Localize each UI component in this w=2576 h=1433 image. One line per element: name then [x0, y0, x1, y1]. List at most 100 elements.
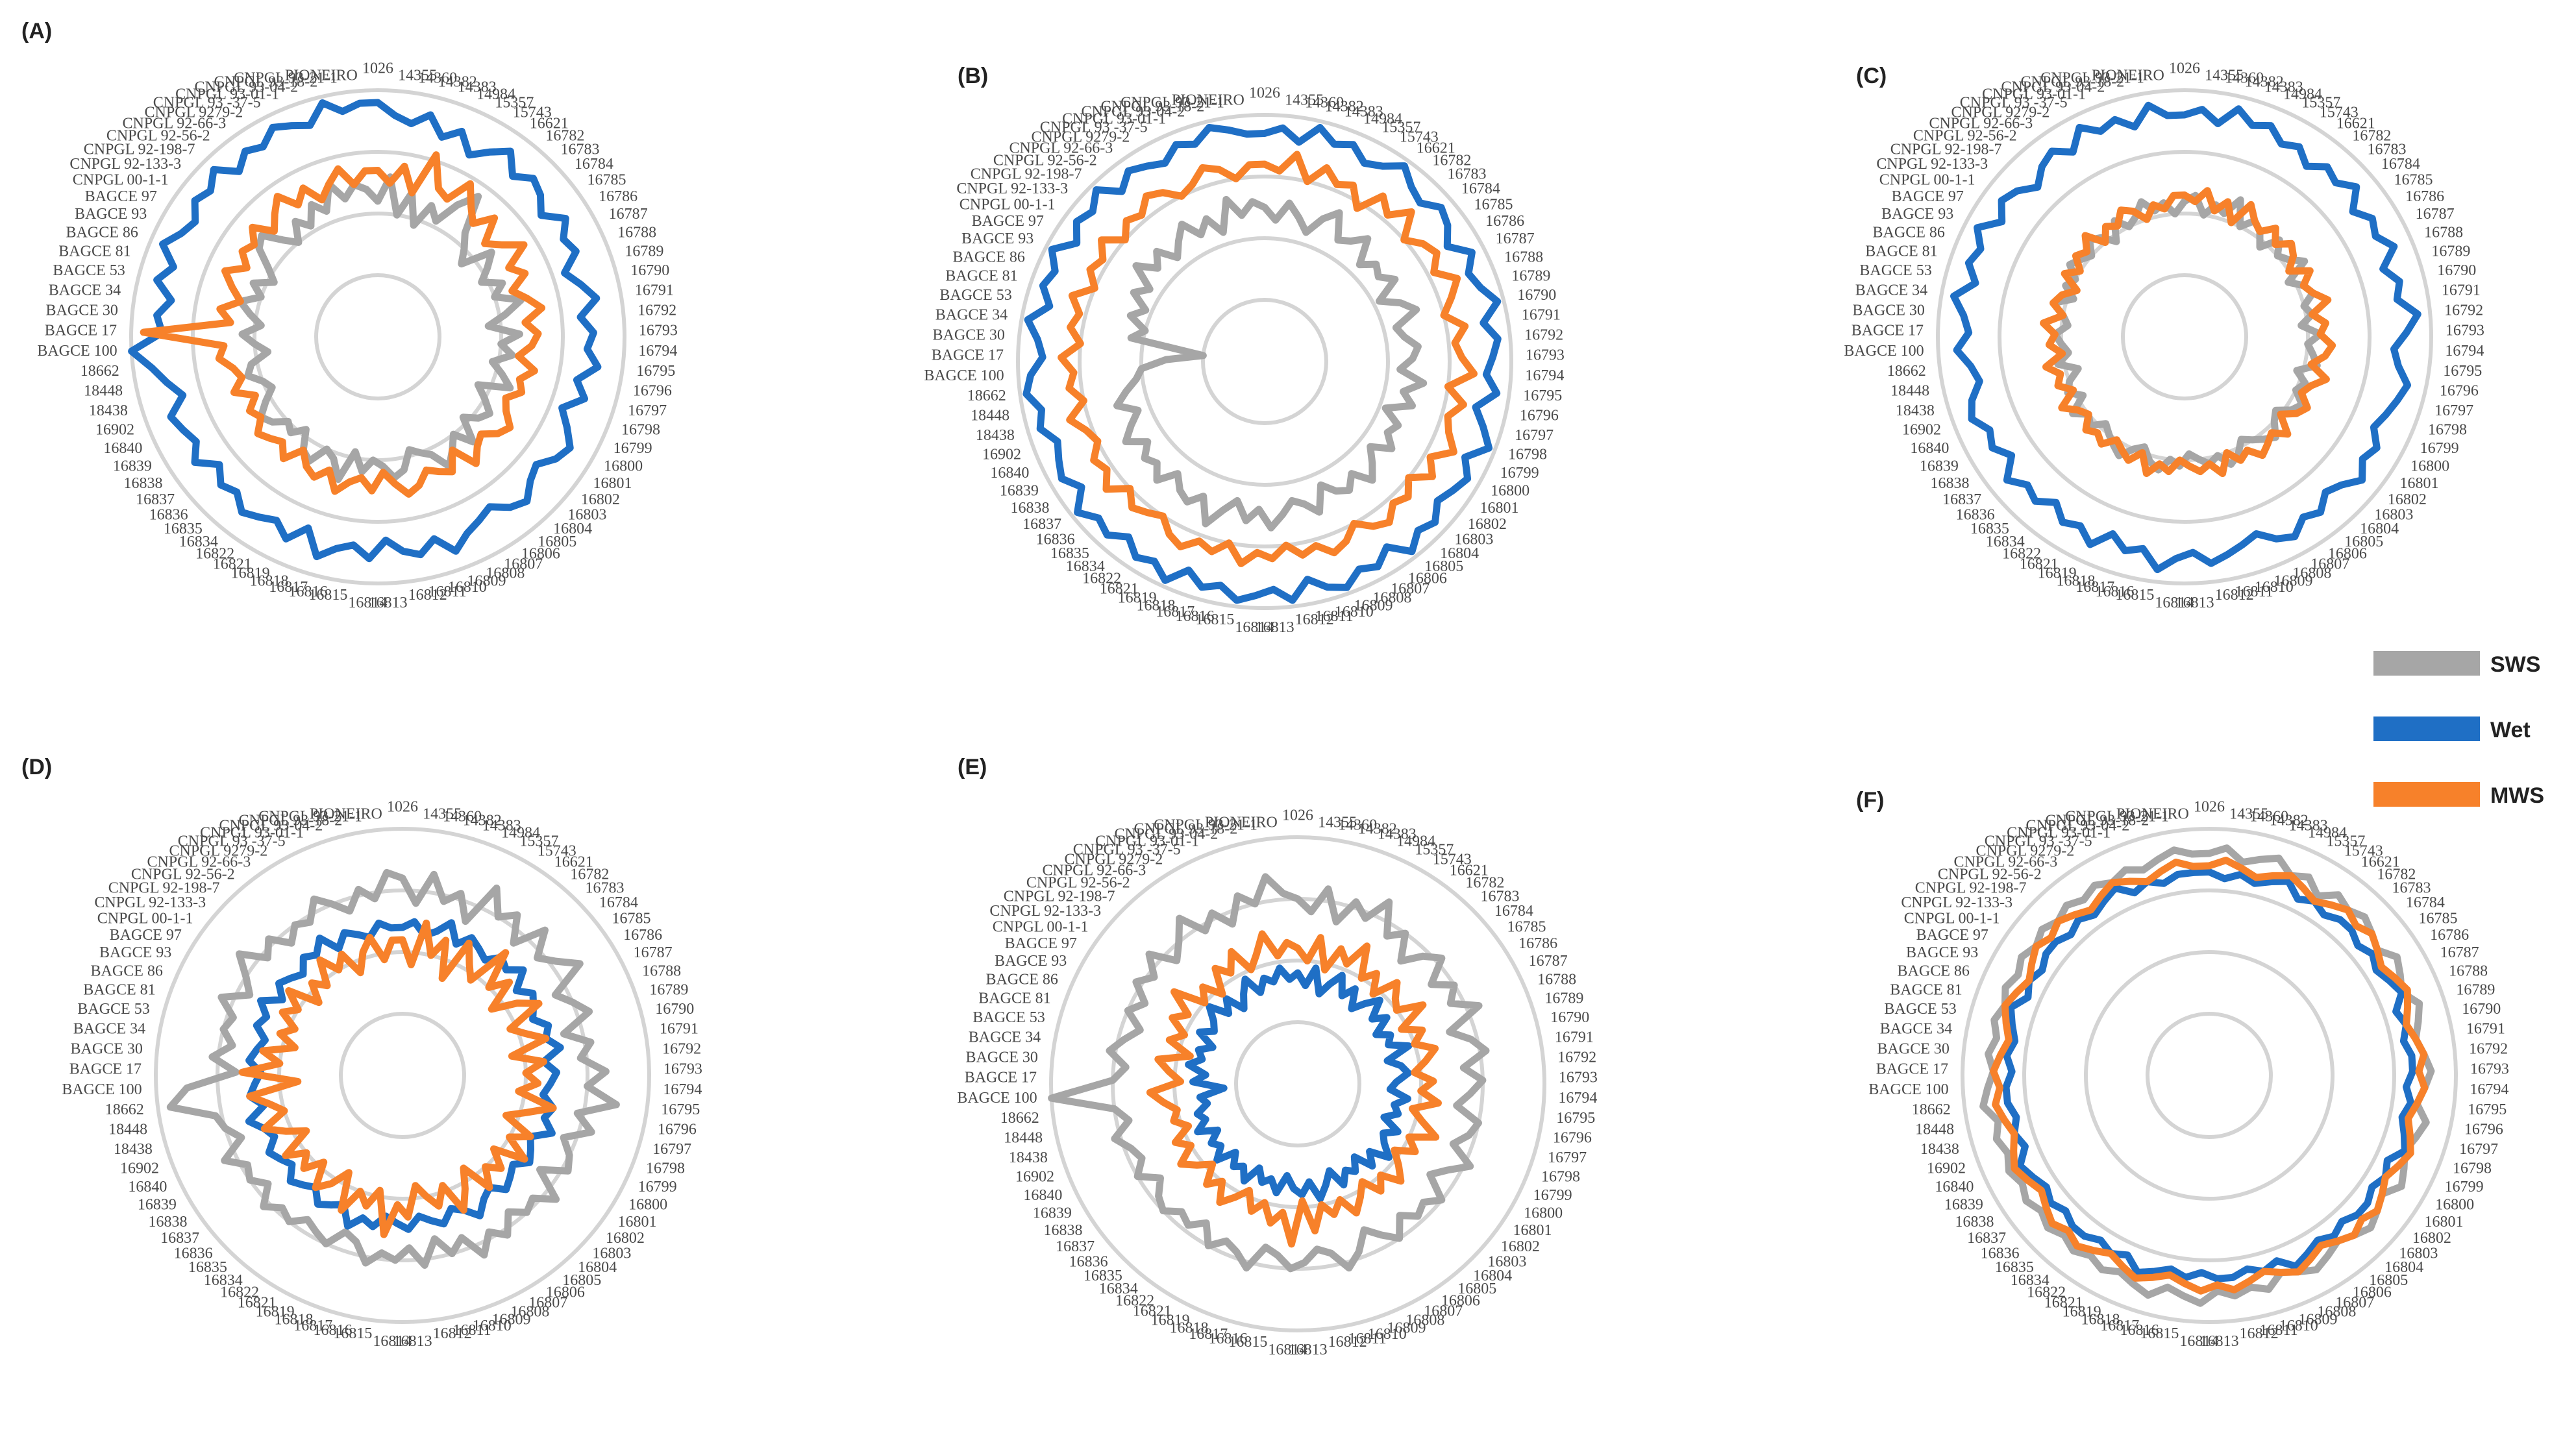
category-label: 16806 [521, 545, 560, 562]
category-label: 16806 [546, 1284, 585, 1301]
category-label: 16793 [663, 1061, 702, 1078]
legend-swatch [2373, 651, 2480, 676]
category-label: 14382 [463, 812, 502, 829]
category-label: 16822 [195, 545, 234, 562]
category-label: 16784 [1494, 903, 1533, 920]
category-label: 16804 [1440, 545, 1479, 562]
category-label: 16802 [581, 491, 620, 508]
category-label: 16795 [1556, 1110, 1595, 1127]
category-label: 16787 [609, 206, 648, 223]
category-label: 16804 [553, 521, 592, 537]
category-label: CNPGL 93-21-1 [1121, 94, 1224, 111]
category-label: CNPGL 93-01-1 [175, 86, 279, 103]
category-label: CNPGL 9279-2 [1065, 851, 1163, 868]
category-label: 16785 [2418, 910, 2457, 927]
category-label: 16839 [1000, 483, 1039, 500]
category-label: 16799 [1533, 1187, 1572, 1204]
category-label: BAGCE 86 [953, 249, 1025, 265]
category-label: 16804 [578, 1259, 617, 1276]
category-label: 16807 [1424, 1303, 1463, 1319]
category-label: 16782 [1465, 875, 1504, 892]
category-label: 14360 [418, 69, 457, 86]
category-label: 16839 [1944, 1197, 1983, 1214]
category-label: 14355 [423, 806, 462, 823]
category-label: CNPGL 93 -37-5 [153, 94, 261, 111]
category-label: 16798 [2453, 1160, 2492, 1177]
category-label: 18438 [1896, 402, 1935, 419]
category-label: 16791 [2466, 1021, 2505, 1038]
category-label: 16791 [2442, 282, 2481, 299]
radar-panel: (B) 1026 143551436014382143831498415357157… [924, 64, 1565, 636]
series-line [1113, 195, 1428, 532]
category-label: CNPGL 93 -37-5 [1073, 841, 1181, 858]
category-label: 16621 [2361, 853, 2400, 870]
category-label: 16796 [2464, 1121, 2503, 1138]
category-label: 16835 [188, 1259, 227, 1276]
category-label: 16807 [2335, 1294, 2374, 1311]
category-label: 16803 [2399, 1245, 2438, 1262]
category-label: 14355 [1318, 814, 1357, 831]
category-label: 16839 [1033, 1205, 1072, 1222]
category-label: CNPGL 9279-2 [145, 104, 243, 121]
category-label: 18448 [1004, 1130, 1043, 1147]
category-label: CNPGL 93-21-1 [258, 808, 362, 825]
category-label: 16789 [2456, 981, 2495, 998]
grid-ring [154, 827, 651, 1324]
category-label: 16796 [1553, 1130, 1592, 1147]
category-label: 16798 [1541, 1168, 1580, 1185]
radar-panel: (E) 1026 143551436014382143831498415357157… [957, 755, 1598, 1358]
category-label: 16792 [1557, 1049, 1596, 1066]
category-label: 14383 [458, 79, 497, 96]
category-label: 16787 [1496, 230, 1535, 247]
category-label: BAGCE 30 [966, 1049, 1038, 1066]
category-label: 16803 [592, 1245, 631, 1262]
category-label: 16810 [2279, 1317, 2318, 1334]
category-label: 16819 [2038, 565, 2077, 582]
category-label: 1026 [387, 799, 418, 816]
category-label: 16839 [113, 458, 152, 475]
series-line [1058, 151, 1478, 567]
grid-ring [1234, 1020, 1361, 1147]
series-line [2040, 187, 2336, 477]
category-label: 16801 [1513, 1222, 1552, 1239]
category-label: CNPGL 93-01-1 [1095, 833, 1199, 850]
category-label: 16818 [1170, 1319, 1209, 1336]
category-label: 14984 [1396, 833, 1435, 850]
category-label: 16836 [1956, 506, 1995, 523]
radar-panel: (C) 1026 143551436014382143831498415357157… [1844, 60, 2484, 612]
category-label: CNPGL 92-198-7 [1890, 141, 2002, 158]
category-label: 16797 [1548, 1149, 1587, 1166]
category-label: 16793 [1559, 1070, 1598, 1086]
category-label: BAGCE 86 [66, 224, 138, 241]
category-label: BAGCE 93 [995, 953, 1067, 970]
category-label: 16814 [1235, 619, 1274, 636]
panel-label: (D) [21, 755, 52, 779]
category-label: 18662 [967, 387, 1006, 404]
category-label: 16809 [491, 1311, 530, 1328]
category-label: 16802 [2388, 491, 2427, 508]
series-line [236, 173, 525, 484]
category-label: 16799 [638, 1179, 677, 1195]
category-label: 16816 [2096, 583, 2135, 600]
category-label: 16808 [1372, 589, 1411, 606]
category-label: 16818 [250, 572, 289, 589]
category-label: PIONEIRO [2116, 806, 2189, 823]
category-label: 18438 [114, 1141, 153, 1158]
category-label: 16782 [2377, 866, 2416, 883]
category-label: 16839 [138, 1197, 177, 1214]
grid-ring [1998, 150, 2372, 524]
category-label: 14355 [1285, 92, 1324, 109]
category-label: CNPGL 92-56-2 [131, 866, 235, 883]
category-label: 16784 [575, 156, 613, 173]
category-label: CNPGL 92-133-3 [989, 903, 1101, 920]
category-label: 16807 [1391, 580, 1430, 597]
category-label: 14355 [2205, 67, 2244, 84]
category-label: CNPGL 93-21-1 [2040, 69, 2144, 86]
category-label: BAGCE 30 [1853, 302, 1925, 319]
legend-swatch [2373, 782, 2480, 807]
category-label: 14360 [1305, 94, 1344, 111]
category-label: CNPGL 93-21-1 [2065, 808, 2169, 825]
category-label: 16821 [2020, 556, 2059, 572]
category-label: 16807 [528, 1294, 567, 1311]
